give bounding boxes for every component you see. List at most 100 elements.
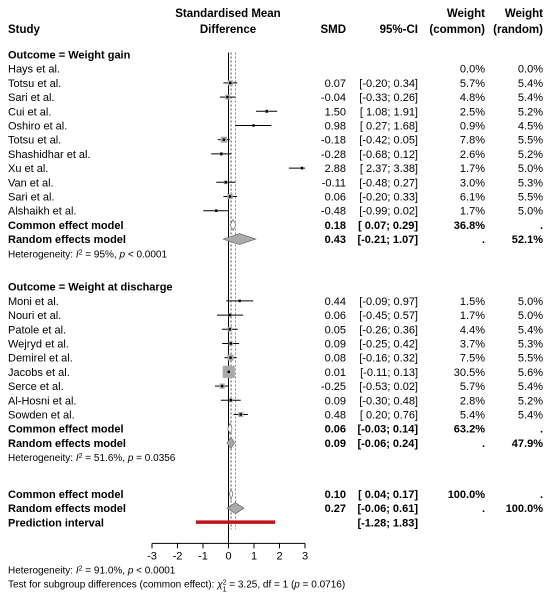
ci-value: [-0.09; 0.97]: [359, 296, 418, 308]
weight-random-value: 5.4%: [518, 381, 543, 393]
heterogeneity-part: p: [118, 249, 125, 260]
weight-random-value: 5.0%: [518, 206, 543, 218]
study-name: Wejryd et al.: [8, 338, 69, 350]
smd-value: 0.06: [325, 424, 346, 436]
smd-value: 0.27: [325, 503, 346, 515]
x-tick-label: -3: [147, 550, 157, 562]
weight-random-value: 52.1%: [512, 234, 543, 246]
weight-random-value: 5.0%: [518, 310, 543, 322]
prediction-bar: [195, 520, 276, 524]
effect-point: [220, 384, 224, 388]
effect-point: [229, 342, 232, 345]
effect-point: [220, 152, 223, 156]
study-name: Totsu et al.: [8, 78, 61, 90]
effect-point: [215, 209, 218, 212]
study-name: Al-Hosni et al.: [8, 395, 76, 407]
smd-value: -0.48: [321, 206, 346, 218]
smd-value: 0.18: [325, 220, 346, 232]
x-tick-label: 1: [251, 550, 257, 562]
heterogeneity-part: = 51.6%,: [83, 453, 128, 464]
weight-common-value: 0.9%: [460, 121, 485, 133]
effect-point: [226, 95, 229, 99]
smd-value: 0.06: [325, 310, 346, 322]
weight-random-value: 5.4%: [518, 324, 543, 336]
model-label: Common effect model: [8, 489, 124, 501]
w-common-header-line1: Weight: [447, 8, 485, 20]
smd-value: 0.09: [325, 438, 346, 450]
model-label: Common effect model: [8, 424, 124, 436]
ci-value: [-0.53; 0.02]: [359, 381, 418, 393]
weight-common-value: 5.7%: [460, 381, 485, 393]
subgroup-test-part: 1: [223, 586, 227, 592]
effect-point: [224, 181, 227, 184]
weight-common-value: .: [482, 234, 485, 246]
heterogeneity-part: I: [76, 453, 79, 464]
smd-value: 0.44: [325, 296, 346, 308]
weight-random-value: 5.2%: [518, 395, 543, 407]
smd-value: -0.04: [321, 92, 346, 104]
study-name: Xu et al.: [8, 163, 48, 175]
weight-random-value: 47.9%: [512, 438, 543, 450]
effect-header-line1: Standardised Mean: [175, 8, 280, 20]
smd-value: 0.43: [325, 234, 346, 246]
x-axis: -3 -2 -1 0 1 2 3: [147, 542, 308, 562]
summary-diamond: [226, 502, 245, 515]
summary-diamond: [222, 233, 257, 245]
weight-random-value: 5.5%: [518, 353, 543, 365]
smd-value: 0.98: [325, 121, 346, 133]
study-name: Shashidhar et al.: [8, 149, 91, 161]
study-name: Serce et al.: [8, 381, 64, 393]
header-row: Study Standardised Mean Difference SMD 9…: [8, 8, 543, 36]
effect-point: [238, 299, 241, 303]
weight-random-value: 5.5%: [518, 135, 543, 147]
study-name: Hays et al.: [8, 64, 60, 76]
subgroup-test-part: = 3.25, df = 1 (: [226, 579, 294, 590]
smd-value: 0.10: [325, 489, 346, 501]
study-name: Van et al.: [8, 177, 54, 189]
effect-point: [222, 138, 226, 141]
weight-random-value: 4.5%: [518, 121, 543, 133]
weight-common-value: 2.6%: [460, 149, 485, 161]
weight-common-value: 5.4%: [460, 409, 485, 421]
ci-value: [ 0.07; 0.29]: [358, 220, 418, 232]
ci-value: [ 0.20; 0.76]: [360, 409, 418, 421]
effect-point: [228, 313, 232, 317]
plot-rows: Outcome = Weight gain Hays et al. 0.0% 0.0%…: [8, 50, 543, 530]
study-name: Sari et al.: [8, 192, 54, 204]
heterogeneity-part: Heterogeneity:: [8, 565, 76, 576]
prediction-ci: [-1.28; 1.83]: [357, 517, 418, 529]
study-name: Oshiro et al.: [8, 121, 67, 133]
study-name: Demirel et al.: [8, 353, 73, 365]
effect-point: [239, 413, 242, 416]
study-name: Sowden et al.: [8, 409, 75, 421]
heterogeneity-text: Heterogeneity: I2 = 91.0%, p < 0.0001: [8, 565, 176, 577]
ci-value: [-0.06; 0.61]: [357, 503, 418, 515]
heterogeneity-part: p: [127, 565, 134, 576]
weight-random-value: 0.0%: [518, 64, 543, 76]
heterogeneity-part: 2: [79, 565, 83, 572]
ci-value: [ 0.04; 0.17]: [358, 489, 418, 501]
model-label: Random effects model: [8, 438, 126, 450]
smd-header: SMD: [320, 24, 346, 36]
ci-value: [-0.25; 0.42]: [359, 338, 418, 350]
effect-point: [300, 166, 304, 170]
effect-point: [229, 81, 232, 85]
ci-value: [-0.68; 0.12]: [359, 149, 418, 161]
weight-random-value: .: [540, 220, 543, 232]
x-tick-label: -1: [198, 550, 208, 562]
weight-common-value: 100.0%: [448, 489, 486, 501]
ci-value: [-0.45; 0.57]: [359, 310, 418, 322]
weight-common-value: 5.7%: [460, 78, 485, 90]
heterogeneity-part: Heterogeneity:: [8, 249, 76, 260]
ci-value: [-0.20; 0.34]: [359, 78, 418, 90]
heterogeneity-text: Heterogeneity: I2 = 95%, p < 0.0001: [8, 249, 167, 261]
heterogeneity-part: < 0.0001: [125, 249, 167, 260]
weight-random-value: 5.4%: [518, 409, 543, 421]
heterogeneity-part: = 95%,: [83, 249, 120, 260]
weight-random-value: .: [540, 489, 543, 501]
smd-value: -0.11: [322, 177, 346, 189]
heterogeneity-part: I: [76, 565, 79, 576]
subgroup-label: Outcome = Weight gain: [8, 50, 131, 62]
effect-point: [265, 110, 268, 113]
weight-random-value: 5.3%: [518, 338, 543, 350]
